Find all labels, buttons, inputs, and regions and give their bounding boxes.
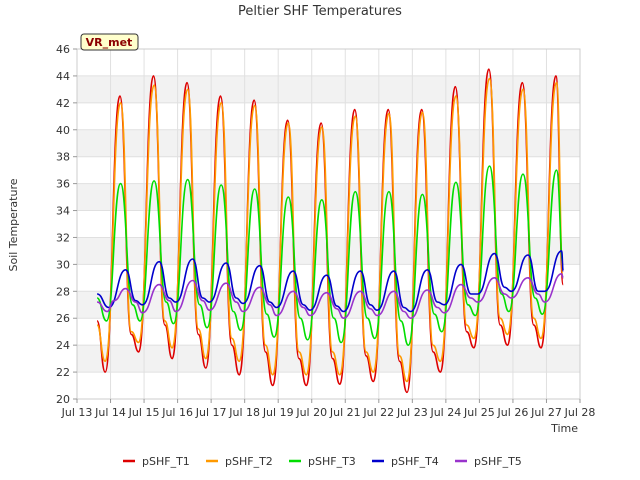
x-tick-label: Jul 23 <box>396 406 428 419</box>
y-tick-label: 34 <box>56 205 70 218</box>
y-tick-label: 42 <box>56 97 70 110</box>
x-tick-label: Jul 18 <box>228 406 260 419</box>
legend-label: pSHF_T2 <box>225 455 273 468</box>
y-tick-label: 20 <box>56 393 70 406</box>
x-tick-label: Jul 16 <box>161 406 193 419</box>
x-tick-label: Jul 17 <box>195 406 227 419</box>
series-lines <box>96 68 564 394</box>
y-axis: 20 22 24 26 28 30 32 34 36 38 40 42 44 46 <box>56 43 77 406</box>
legend-item-pSHF_T3: pSHF_T3 <box>289 455 356 468</box>
x-axis-title: Time <box>550 422 578 435</box>
y-tick-label: 28 <box>56 285 70 298</box>
x-tick-label: Jul 14 <box>94 406 126 419</box>
grid-band <box>77 129 580 157</box>
series-line-pSHF_T3 <box>96 165 564 346</box>
y-tick-label: 44 <box>56 70 70 83</box>
x-axis: Jul 13 Jul 14 Jul 15 Jul 16 Jul 17 Jul 18 Jul … <box>61 399 596 419</box>
x-tick-label: Jul 19 <box>262 406 294 419</box>
x-tick-label: Jul 22 <box>362 406 394 419</box>
x-tick-label: Jul 26 <box>497 406 529 419</box>
grid-band <box>77 183 580 211</box>
y-tick-label: 24 <box>56 339 70 352</box>
y-tick-label: 26 <box>56 312 70 325</box>
legend-item-pSHF_T1: pSHF_T1 <box>123 455 190 468</box>
x-tick-label: Jul 20 <box>295 406 327 419</box>
y-axis-title: Soil Temperature <box>7 178 20 271</box>
y-tick-label: 38 <box>56 151 70 164</box>
x-tick-label: Jul 24 <box>429 406 461 419</box>
badge-box <box>80 33 139 51</box>
legend-item-pSHF_T5: pSHF_T5 <box>455 455 522 468</box>
legend-label: pSHF_T3 <box>308 455 356 468</box>
chart-title: Peltier SHF Temperatures <box>238 4 402 19</box>
legend: pSHF_T1 pSHF_T2 pSHF_T3 pSHF_T4 pSHF_T5 <box>123 455 522 468</box>
legend-label: pSHF_T5 <box>474 455 522 468</box>
x-tick-label: Jul 27 <box>530 406 562 419</box>
y-tick-label: 46 <box>56 43 70 56</box>
legend-label: pSHF_T4 <box>391 455 439 468</box>
badge-text: VR_met <box>86 36 133 49</box>
series-line-pSHF_T5 <box>96 273 564 319</box>
x-tick-label: Jul 15 <box>128 406 160 419</box>
y-tick-label: 32 <box>56 231 70 244</box>
x-tick-label: Jul 28 <box>564 406 596 419</box>
plot-area-border <box>76 48 581 400</box>
y-tick-label: 36 <box>56 178 70 191</box>
grid-band <box>77 75 580 103</box>
legend-item-pSHF_T2: pSHF_T2 <box>206 455 273 468</box>
legend-item-pSHF_T4: pSHF_T4 <box>372 455 439 468</box>
y-tick-label: 30 <box>56 258 70 271</box>
series-line-pSHF_T4 <box>96 250 564 313</box>
legend-label: pSHF_T1 <box>142 455 190 468</box>
vr-met-badge: VR_met <box>80 33 139 51</box>
x-tick-label: Jul 25 <box>463 406 495 419</box>
grid-band <box>77 345 580 373</box>
y-tick-label: 22 <box>56 366 70 379</box>
x-tick-label: Jul 21 <box>329 406 361 419</box>
y-tick-label: 40 <box>56 124 70 137</box>
x-tick-label: Jul 13 <box>61 406 93 419</box>
